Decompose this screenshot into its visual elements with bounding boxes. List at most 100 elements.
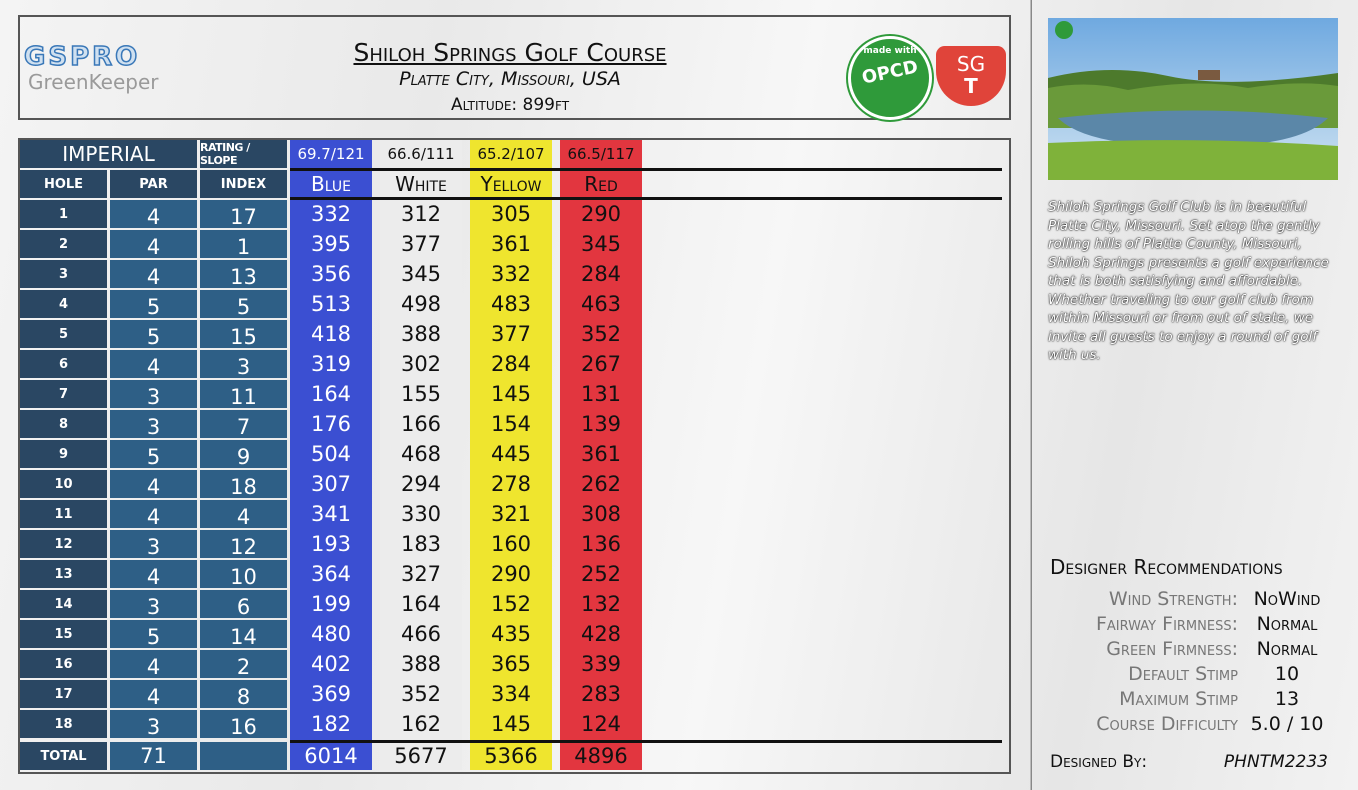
- par-cell: 3: [110, 590, 197, 619]
- index-cell: 1: [200, 230, 287, 259]
- tee-yardage: 435: [490, 622, 532, 646]
- hole-cell: 11: [20, 500, 107, 528]
- sgt-badge: [936, 46, 1006, 106]
- course-location: Platte City, Missouri, USA: [399, 68, 621, 90]
- tee-yardage: 361: [490, 232, 532, 256]
- course-photo: [1048, 18, 1338, 180]
- tee-yardage: 308: [580, 502, 622, 526]
- tee-yardage: 312: [400, 202, 442, 226]
- tee-yardage: 345: [580, 232, 622, 256]
- tee-yardage: 131: [580, 382, 622, 406]
- total-par: 71: [110, 742, 197, 770]
- total-blank: [200, 742, 287, 770]
- tee-yardage: 377: [490, 322, 532, 346]
- tee-name: Red: [584, 172, 618, 196]
- tee-total: 5366: [484, 744, 538, 768]
- tee-yardage: 468: [400, 442, 442, 466]
- index-cell: 5: [200, 290, 287, 319]
- recommendation-value: 13: [1274, 688, 1300, 710]
- tee-yardage: 332: [310, 202, 352, 226]
- par-cell: 4: [110, 470, 197, 499]
- tee-yardage: 183: [400, 532, 442, 556]
- par-cell: 3: [110, 710, 197, 739]
- index-cell: 18: [200, 470, 287, 499]
- tee-yardage: 504: [310, 442, 352, 466]
- system-label: IMPERIAL: [20, 140, 197, 168]
- index-cell: 8: [200, 680, 287, 709]
- tee-yardage: 466: [400, 622, 442, 646]
- par-cell: 4: [110, 200, 197, 229]
- description: Shiloh Springs Golf Club is in beautiful…: [1048, 199, 1329, 363]
- par-cell: 5: [110, 440, 197, 469]
- tee-yardage: 284: [490, 352, 532, 376]
- hole-cell: 5: [20, 320, 107, 348]
- tee-yardage: 428: [580, 622, 622, 646]
- index-cell: 14: [200, 620, 287, 649]
- hole-cell: 18: [20, 710, 107, 738]
- tee-yardage: 463: [580, 292, 622, 316]
- index-cell: 3: [200, 350, 287, 379]
- tee-yardage: 155: [400, 382, 442, 406]
- column-header: HOLE: [20, 170, 107, 198]
- par-cell: 5: [110, 320, 197, 349]
- tee-total: 4896: [574, 744, 628, 768]
- rule-line: [290, 740, 1002, 743]
- tee-name: Yellow: [480, 172, 542, 196]
- tee-total: 6014: [304, 744, 358, 768]
- tee-yardage: 352: [400, 682, 442, 706]
- tee-yardage: 199: [310, 592, 352, 616]
- tee-yardage: 395: [310, 232, 352, 256]
- tee-yardage: 332: [490, 262, 532, 286]
- recommendation-value: 10: [1274, 663, 1300, 685]
- sgt-bottom: T: [964, 74, 978, 98]
- tee-yardage: 290: [580, 202, 622, 226]
- rating-label: RATING / SLOPE: [200, 140, 287, 168]
- tee-yardage: 278: [490, 472, 532, 496]
- tee-yardage: 307: [310, 472, 352, 496]
- par-cell: 4: [110, 500, 197, 529]
- tee-name: Blue: [311, 172, 351, 196]
- tee-yardage: 445: [490, 442, 532, 466]
- tee-yardage: 145: [490, 382, 532, 406]
- par-cell: 4: [110, 680, 197, 709]
- hole-cell: 12: [20, 530, 107, 558]
- hole-cell: 2: [20, 230, 107, 258]
- tee-yardage: 513: [310, 292, 352, 316]
- tee-yardage: 305: [490, 202, 532, 226]
- par-cell: 3: [110, 380, 197, 409]
- tee-yardage: 327: [400, 562, 442, 586]
- tee-yardage: 498: [400, 292, 442, 316]
- tee-name: White: [395, 172, 447, 196]
- par-cell: 5: [110, 290, 197, 319]
- tee-yardage: 352: [580, 322, 622, 346]
- logo-bottom: GreenKeeper: [28, 70, 159, 94]
- hole-cell: 16: [20, 650, 107, 678]
- tee-column: [470, 140, 552, 770]
- recommendation-label: Maximum Stimp: [1119, 688, 1238, 710]
- par-cell: 4: [110, 560, 197, 589]
- recommendation-value: 5.0 / 10: [1250, 713, 1324, 735]
- tee-yardage: 418: [310, 322, 352, 346]
- par-cell: 4: [110, 230, 197, 259]
- index-cell: 12: [200, 530, 287, 559]
- course-title: Shiloh Springs Golf Course: [353, 38, 667, 67]
- recommendation-label: Green Firmness:: [1106, 638, 1238, 660]
- column-header: INDEX: [200, 170, 287, 198]
- tee-yardage: 193: [310, 532, 352, 556]
- par-cell: 4: [110, 350, 197, 379]
- tee-yardage: 252: [580, 562, 622, 586]
- designer-value: PHNTM2233: [1223, 752, 1328, 772]
- tee-column: [380, 140, 462, 770]
- tee-yardage: 345: [400, 262, 442, 286]
- tee-yardage: 284: [580, 262, 622, 286]
- side-panel: [1030, 0, 1358, 790]
- tee-yardage: 290: [490, 562, 532, 586]
- hole-cell: 14: [20, 590, 107, 618]
- tee-yardage: 124: [580, 712, 622, 736]
- opcd-badge: [848, 36, 932, 120]
- par-cell: 3: [110, 410, 197, 439]
- hole-cell: 7: [20, 380, 107, 408]
- tee-yardage: 356: [310, 262, 352, 286]
- index-cell: 15: [200, 320, 287, 349]
